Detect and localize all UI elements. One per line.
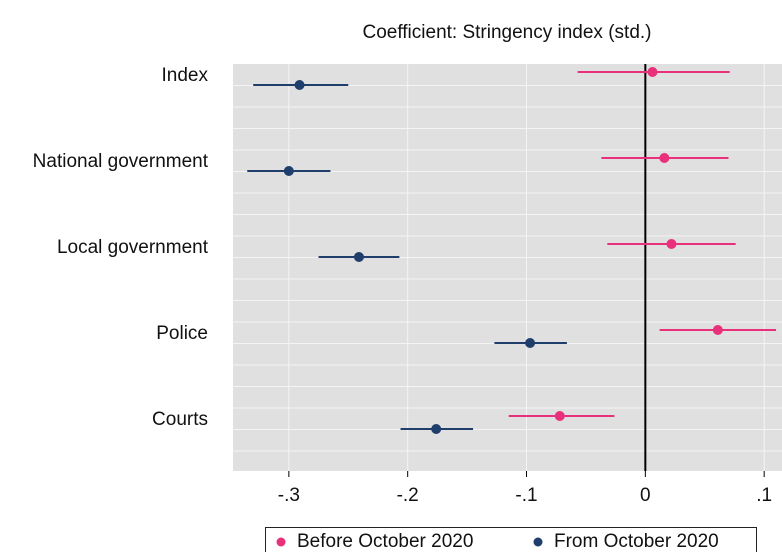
point bbox=[554, 411, 565, 421]
x-tick-label: -.2 bbox=[397, 485, 419, 506]
point bbox=[659, 153, 670, 163]
legend-box bbox=[265, 527, 757, 552]
x-tick-label: 0 bbox=[640, 485, 651, 506]
plot-background bbox=[233, 64, 782, 471]
legend-label: From October 2020 bbox=[554, 531, 719, 552]
category-label: Local government bbox=[57, 237, 209, 258]
point bbox=[666, 239, 677, 249]
point bbox=[294, 80, 305, 90]
point bbox=[647, 67, 658, 77]
point bbox=[431, 424, 442, 434]
category-label: Courts bbox=[152, 409, 208, 430]
point bbox=[353, 252, 364, 262]
legend-marker bbox=[276, 537, 286, 547]
category-label: Police bbox=[156, 323, 208, 344]
point bbox=[525, 338, 536, 348]
chart-title: Coefficient: Stringency index (std.) bbox=[362, 22, 651, 43]
point bbox=[283, 166, 294, 176]
category-label: Index bbox=[162, 65, 209, 86]
x-tick-label: .1 bbox=[756, 485, 772, 506]
legend-label: Before October 2020 bbox=[297, 531, 473, 552]
point bbox=[712, 325, 723, 335]
category-label: National government bbox=[33, 151, 209, 172]
x-tick-label: -.3 bbox=[278, 485, 300, 506]
x-tick-label: -.1 bbox=[515, 485, 537, 506]
legend-marker bbox=[533, 537, 543, 547]
